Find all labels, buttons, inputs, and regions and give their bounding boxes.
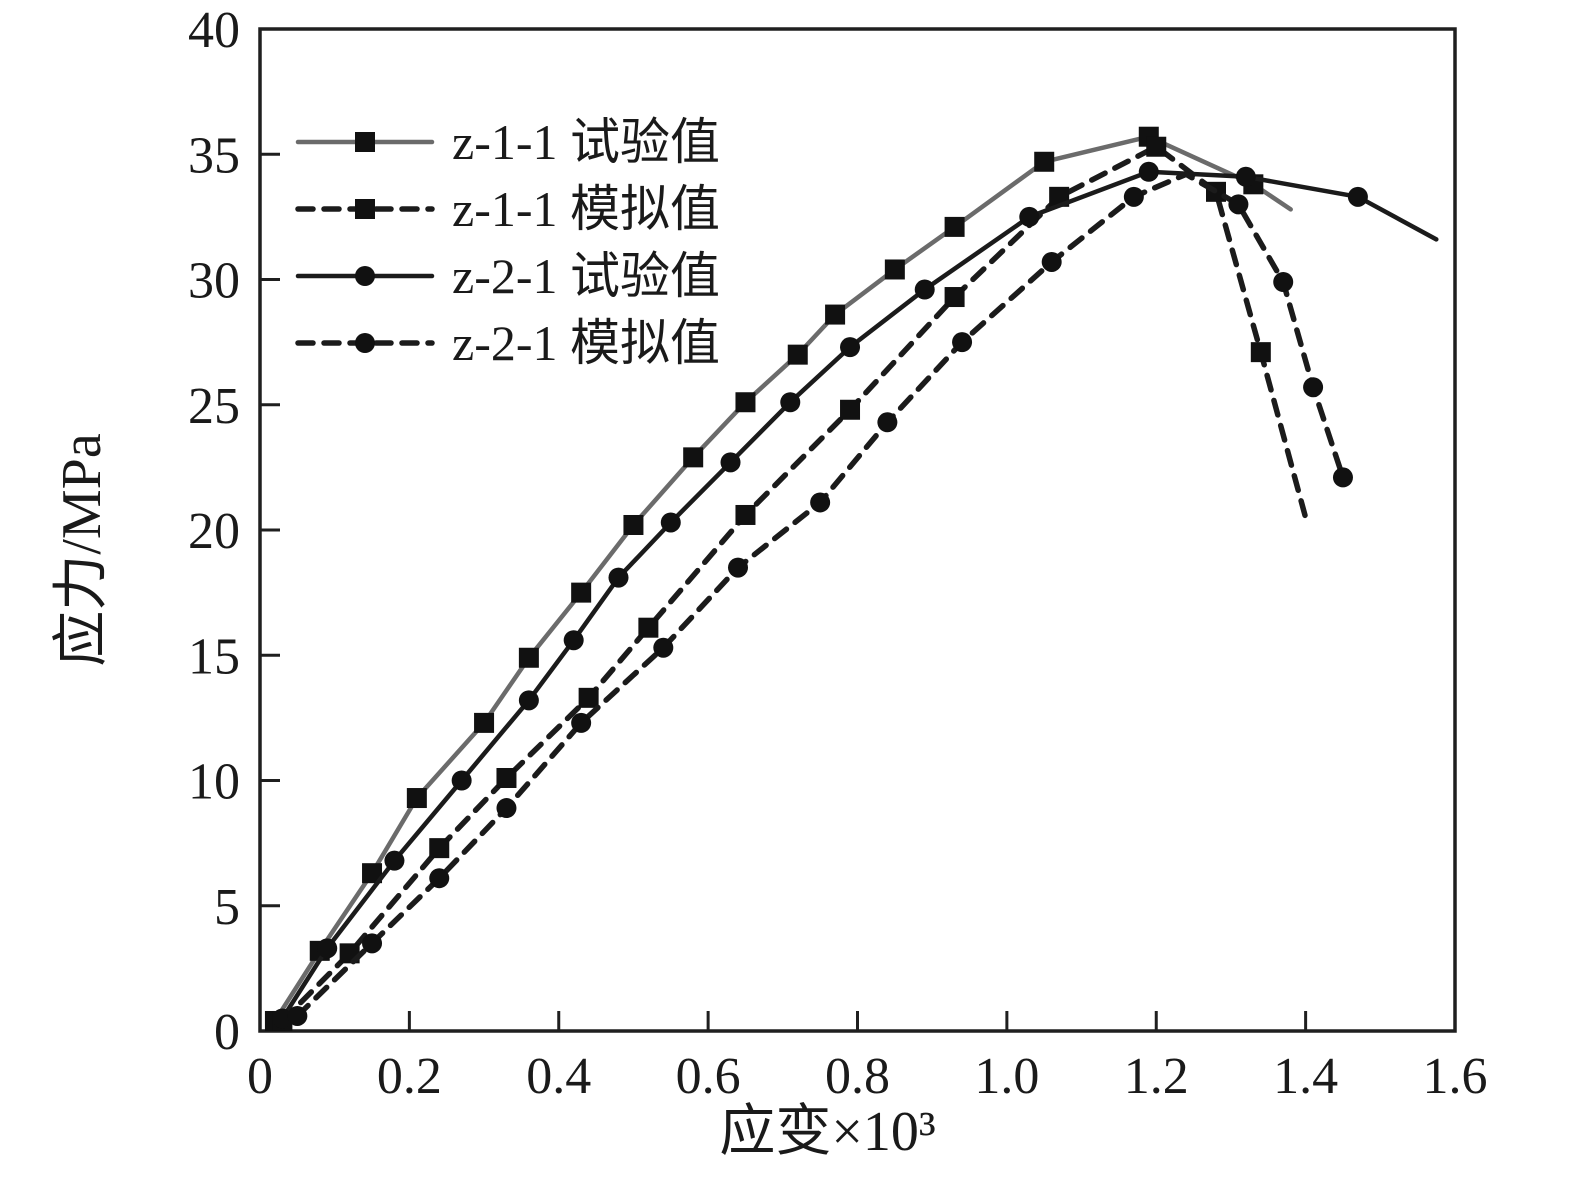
y-tick-label: 25	[188, 378, 240, 435]
square-marker	[496, 767, 517, 788]
series-z-2-1-sim	[287, 171, 1353, 1026]
circle-marker	[840, 337, 861, 358]
square-marker	[362, 863, 383, 884]
legend-label: z-1-1 试验值	[452, 114, 720, 170]
legend-square-marker	[355, 199, 375, 219]
circle-marker	[1273, 272, 1294, 293]
x-tick-label: 0.2	[377, 1048, 442, 1105]
square-marker	[1146, 136, 1167, 157]
y-tick-label: 20	[188, 503, 240, 560]
circle-marker	[1228, 194, 1249, 215]
square-marker	[578, 687, 599, 708]
square-marker	[1250, 342, 1271, 363]
circle-marker	[1041, 251, 1062, 272]
axes: 0 0.2 0.4 0.6 0.8 1.0 1.2 1.4 1.6 0 5 10 15 20 25 30 35 4…	[188, 2, 1488, 1105]
square-marker	[840, 399, 861, 420]
series-z-2-1-test-markers	[272, 161, 1368, 1029]
series-z-1-1-sim-line	[279, 143, 1309, 1024]
series-z-1-1-sim	[272, 136, 1309, 1031]
y-axis-title: 应力/MPa	[51, 433, 113, 666]
square-marker	[825, 304, 846, 325]
legend-item-series-z-2-1-sim: z-2-1 模拟值	[295, 315, 720, 371]
circle-marker	[451, 770, 472, 791]
legend-label: z-2-1 模拟值	[452, 315, 720, 371]
square-marker	[884, 259, 905, 280]
legend-item-series-z-1-1-test: z-1-1 试验值	[295, 114, 720, 170]
y-tick-label: 0	[214, 1004, 240, 1061]
square-marker	[944, 216, 965, 237]
legend-item-series-z-1-1-sim: z-1-1 模拟值	[295, 181, 720, 237]
circle-marker	[287, 1005, 308, 1026]
y-tick-label: 30	[188, 253, 240, 310]
x-tick-label: 0.6	[676, 1048, 741, 1105]
x-tick-label: 0.4	[526, 1048, 591, 1105]
circle-marker	[563, 630, 584, 651]
legend-circle-marker	[355, 266, 375, 286]
legend-item-series-z-2-1-test: z-2-1 试验值	[295, 248, 720, 304]
square-marker	[429, 838, 450, 859]
y-tick-label: 15	[188, 628, 240, 685]
circle-marker	[1347, 186, 1368, 207]
circle-marker	[384, 850, 405, 871]
circle-marker	[1019, 206, 1040, 227]
legend-circle-marker	[355, 333, 375, 353]
circle-marker	[518, 690, 539, 711]
circle-marker	[914, 279, 935, 300]
x-tick-label: 1.6	[1423, 1048, 1488, 1105]
circle-marker	[1235, 166, 1256, 187]
circle-marker	[810, 492, 831, 513]
square-marker	[623, 514, 644, 535]
legend-label: z-2-1 试验值	[452, 248, 720, 304]
y-tick-label: 10	[188, 754, 240, 811]
circle-marker	[1123, 186, 1144, 207]
y-tick-label: 35	[188, 127, 240, 184]
circle-marker	[720, 452, 741, 473]
circle-marker	[272, 1008, 293, 1029]
x-axis-title: 应变×10³	[719, 1101, 935, 1163]
square-marker	[735, 392, 756, 413]
legend: z-1-1 试验值 z-1-1 模拟值 z-2-1 试验值 z-2-1 模拟值	[295, 114, 720, 371]
series-z-2-1-sim-markers	[287, 186, 1353, 1026]
square-marker	[1034, 151, 1055, 172]
circle-marker	[571, 712, 592, 733]
circle-marker	[728, 557, 748, 578]
series-z-2-1-test	[272, 161, 1439, 1029]
circle-marker	[362, 933, 383, 954]
circle-marker	[496, 798, 517, 819]
legend-label: z-1-1 模拟值	[452, 181, 720, 237]
square-marker	[683, 447, 704, 468]
square-marker	[944, 287, 965, 308]
circle-marker	[780, 392, 801, 413]
circle-marker	[952, 332, 973, 353]
legend-square-marker	[355, 132, 375, 152]
circle-marker	[1332, 467, 1353, 488]
x-tick-label: 1.2	[1124, 1048, 1189, 1105]
circle-marker	[1303, 377, 1324, 398]
circle-marker	[317, 938, 338, 959]
square-marker	[518, 647, 539, 668]
y-tick-label: 5	[214, 879, 240, 936]
circle-marker	[660, 512, 681, 533]
circle-marker	[877, 412, 898, 433]
square-marker	[735, 504, 756, 525]
y-tick-label: 40	[188, 2, 240, 59]
square-marker	[787, 344, 808, 365]
series-z-1-1-test-line	[272, 134, 1293, 1024]
square-marker	[638, 617, 659, 638]
square-marker	[474, 712, 495, 733]
circle-marker	[608, 567, 629, 588]
circle-marker	[1138, 161, 1159, 182]
square-marker	[571, 582, 592, 603]
circle-marker	[653, 637, 674, 658]
x-tick-label: 0.8	[825, 1048, 890, 1105]
x-tick-label: 1.0	[974, 1048, 1039, 1105]
circle-marker	[429, 868, 450, 889]
x-tick-label: 0	[247, 1048, 273, 1105]
series-z-1-1-test-markers	[264, 126, 1264, 1031]
series-z-1-1-test	[264, 126, 1293, 1031]
x-tick-label: 1.4	[1273, 1048, 1338, 1105]
square-marker	[406, 788, 427, 809]
